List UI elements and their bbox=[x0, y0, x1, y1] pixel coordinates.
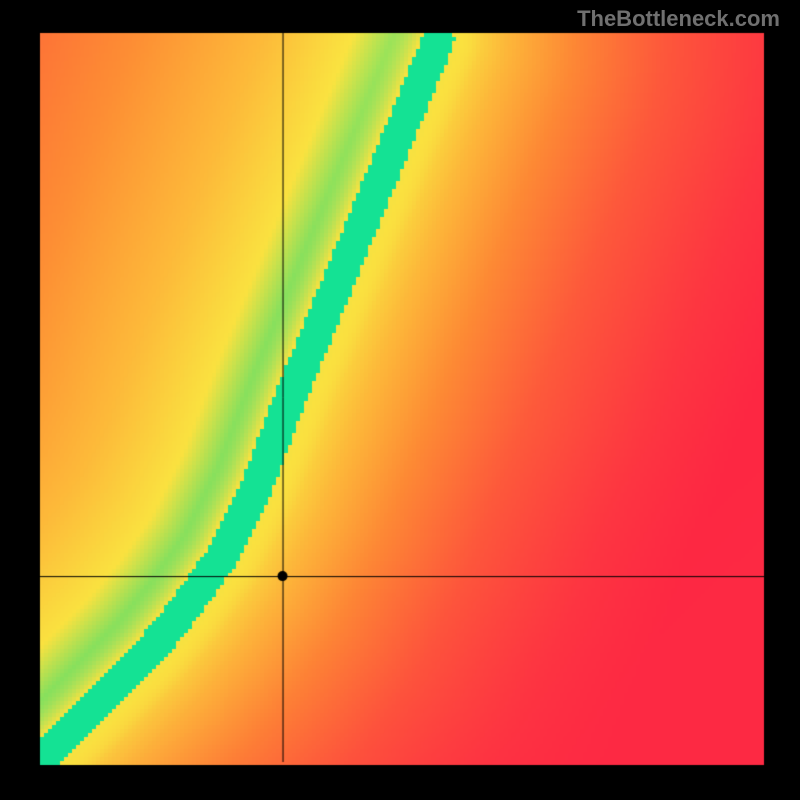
bottleneck-heatmap bbox=[0, 0, 800, 800]
chart-container: TheBottleneck.com bbox=[0, 0, 800, 800]
watermark-text: TheBottleneck.com bbox=[577, 6, 780, 32]
